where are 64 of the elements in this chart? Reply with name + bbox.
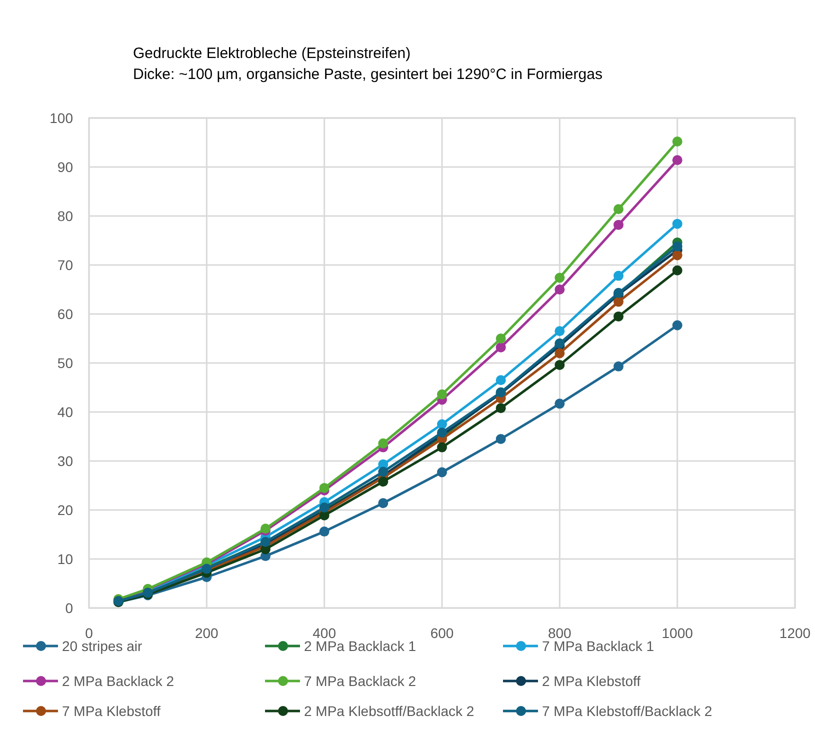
point (672, 136, 682, 147)
point (496, 434, 506, 444)
point (378, 438, 388, 448)
y-tick-label: 80 (57, 208, 74, 224)
point (554, 398, 565, 409)
x-tick-label: 800 (548, 625, 572, 641)
point (437, 419, 447, 430)
y-tick-label: 20 (57, 502, 74, 518)
point (614, 220, 624, 230)
legend-label: 2 MPa Backlack 2 (62, 673, 174, 689)
x-tick-label: 1200 (779, 625, 811, 641)
legend-label: 7 MPa Backlack 2 (304, 673, 416, 689)
point (378, 498, 388, 508)
point (437, 467, 447, 478)
legend-label: 2 MPa Klebstoff (542, 673, 641, 689)
point (554, 338, 565, 348)
point (319, 502, 330, 513)
y-tick-label: 10 (57, 551, 74, 567)
point (496, 375, 506, 386)
point (437, 428, 447, 438)
legend-label: 7 MPa Klebstoff/Backlack 2 (542, 703, 712, 719)
point (378, 476, 388, 487)
legend-label: 2 MPa Klebsotff/Backlack 2 (304, 703, 474, 719)
x-tick-label: 400 (312, 625, 336, 641)
y-tick-label: 0 (65, 600, 74, 616)
point (437, 389, 447, 400)
chart-title: Gedruckte Elektrobleche (Epsteinstreifen) (133, 45, 411, 62)
point (672, 218, 682, 229)
x-tick-label: 1000 (662, 625, 694, 641)
x-tick-label: 0 (85, 625, 94, 641)
x-tick-label: 600 (430, 625, 454, 641)
point (554, 326, 565, 336)
point (319, 526, 330, 537)
point (554, 272, 565, 283)
y-tick-label: 40 (57, 404, 74, 420)
point (614, 361, 624, 372)
point (614, 296, 624, 307)
point (614, 311, 624, 322)
legend-label: 7 MPa Backlack 1 (542, 638, 654, 654)
point (672, 320, 682, 330)
point (672, 155, 682, 166)
legend-label: 7 MPa Klebstoff (62, 703, 161, 719)
y-tick-label: 100 (50, 110, 74, 126)
point (672, 265, 682, 276)
y-tick-label: 30 (57, 453, 74, 469)
x-tick-label: 200 (194, 625, 219, 641)
point (554, 360, 565, 370)
point (496, 334, 506, 344)
point (554, 284, 565, 294)
point (496, 403, 506, 414)
y-tick-label: 60 (57, 306, 74, 322)
chart-subtitle: Dicke: ~100 µm, organsiche Paste, gesintert bei 1290°C in Formiergas (133, 66, 602, 83)
legend-label: 20 stripes air (62, 638, 142, 654)
y-tick-label: 90 (57, 159, 74, 175)
point (496, 342, 506, 352)
point (554, 348, 565, 358)
point (437, 442, 447, 452)
point (614, 270, 624, 281)
point (378, 466, 388, 477)
y-tick-label: 70 (57, 257, 74, 273)
legend-label: 2 MPa Backlack 1 (304, 638, 416, 654)
y-tick-label: 50 (57, 355, 74, 371)
point (614, 204, 624, 214)
point (319, 482, 330, 493)
